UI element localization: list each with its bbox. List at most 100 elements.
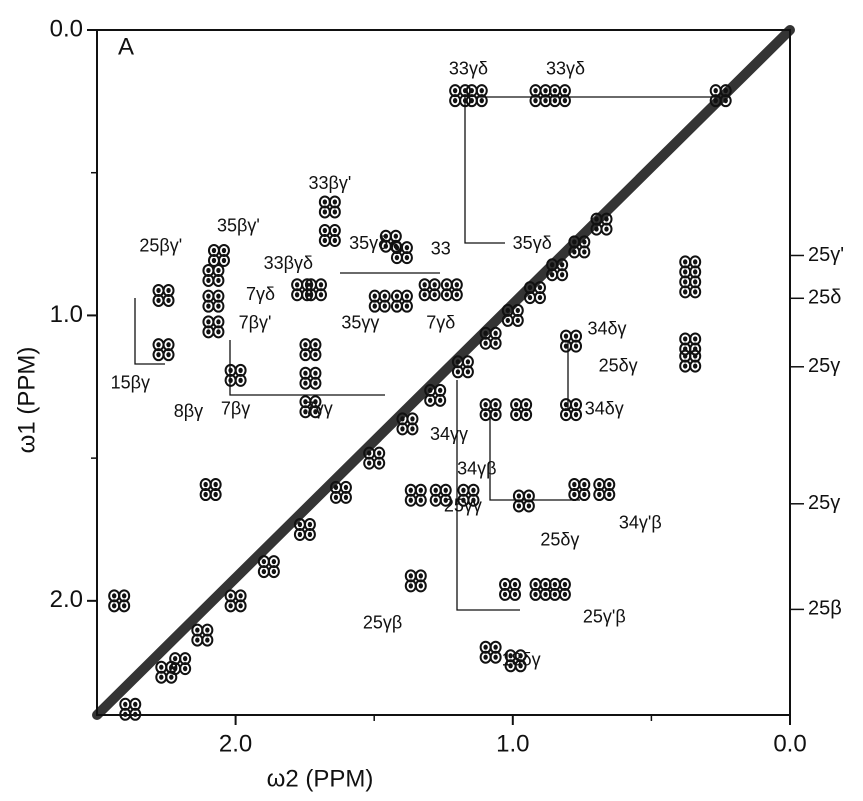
contour	[505, 317, 510, 324]
peak-label: 35γδ	[349, 233, 388, 253]
cross-peak	[512, 489, 535, 513]
contour	[121, 603, 127, 609]
cross-peak	[479, 398, 502, 422]
peak-label: 25βγ'	[139, 236, 182, 256]
contour	[573, 333, 579, 339]
contour	[238, 603, 243, 609]
contour	[165, 670, 178, 684]
cross-peak	[479, 326, 502, 350]
contour	[304, 282, 310, 288]
contour	[267, 565, 280, 579]
contour	[303, 370, 308, 376]
contour	[303, 409, 308, 415]
contour	[604, 216, 609, 222]
contour	[693, 289, 698, 295]
contour	[600, 222, 613, 236]
contour	[533, 98, 538, 104]
peak-label: 15βγ	[111, 373, 150, 393]
walk-line	[464, 97, 505, 244]
contour	[527, 294, 533, 301]
contour	[339, 490, 352, 504]
cross-peak	[191, 623, 214, 647]
contour	[367, 450, 372, 456]
contour	[469, 88, 474, 94]
cross-peak	[152, 283, 175, 307]
contour	[689, 265, 702, 279]
contour	[604, 226, 609, 232]
contour	[578, 488, 591, 502]
cross-peak	[291, 278, 314, 302]
contour	[594, 226, 599, 232]
contour	[723, 88, 728, 94]
contour	[723, 98, 728, 104]
contour	[304, 292, 310, 298]
cross-peak	[679, 349, 702, 373]
contour	[572, 491, 577, 498]
contour	[156, 297, 161, 304]
peak-label: 35γγ	[341, 313, 379, 333]
contour	[483, 340, 488, 346]
contour	[313, 409, 318, 415]
right-label: 25γ	[808, 355, 840, 377]
cross-peak	[390, 289, 413, 313]
cross-peak	[479, 640, 502, 664]
contour	[502, 581, 508, 588]
contour	[428, 288, 441, 302]
x-tick-label: 0.0	[773, 730, 806, 757]
contour	[333, 494, 339, 500]
cross-peak	[501, 303, 524, 327]
contour	[261, 568, 267, 575]
contour	[454, 292, 460, 298]
contour	[467, 493, 480, 507]
contour	[404, 255, 410, 261]
contour	[211, 257, 217, 264]
contour	[169, 674, 174, 680]
contour	[533, 581, 538, 588]
cross-peak	[424, 383, 447, 407]
contour	[607, 491, 612, 498]
cross-peak	[679, 255, 702, 279]
contour	[313, 370, 318, 376]
cross-peak	[199, 478, 222, 502]
cross-peak	[548, 84, 571, 108]
cross-peak	[155, 660, 178, 684]
contour	[493, 330, 498, 336]
contour	[461, 497, 466, 503]
contour	[169, 664, 174, 670]
x-tick-label: 1.0	[496, 730, 529, 757]
contour	[559, 272, 565, 278]
contour	[182, 666, 188, 672]
contour	[693, 363, 698, 369]
contour	[332, 227, 338, 234]
contour	[206, 303, 211, 309]
peak-label: 33γδ	[546, 59, 585, 79]
contour	[129, 707, 142, 721]
contour	[382, 293, 387, 299]
contour	[578, 245, 591, 259]
contour	[465, 369, 471, 375]
contour	[383, 243, 389, 249]
contour	[179, 662, 192, 676]
contour	[526, 493, 532, 499]
cross-peak	[119, 697, 142, 721]
cross-peak	[568, 478, 591, 502]
contour	[518, 653, 523, 659]
contour	[203, 481, 208, 488]
contour	[228, 377, 233, 383]
right-label: 25δ	[808, 287, 841, 309]
cross-peak	[451, 355, 474, 379]
contour	[683, 279, 688, 285]
contour	[159, 664, 164, 670]
contour	[418, 487, 423, 493]
cross-peak	[499, 577, 522, 601]
contour	[469, 98, 474, 104]
x-axis-title: ω2 (PPM)	[267, 765, 374, 792]
contour	[133, 711, 138, 717]
contour	[322, 227, 328, 234]
contour	[689, 359, 702, 373]
contour	[322, 209, 328, 215]
cross-peak	[293, 517, 316, 541]
cross-peak	[169, 652, 192, 676]
right-label: 25γ	[808, 492, 840, 514]
contour	[228, 603, 233, 609]
